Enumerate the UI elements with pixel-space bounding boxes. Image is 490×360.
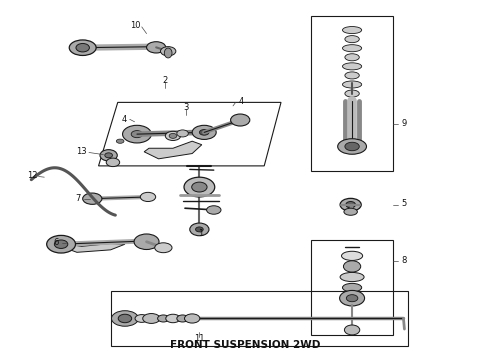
Ellipse shape	[165, 131, 181, 140]
Ellipse shape	[192, 182, 207, 192]
Ellipse shape	[192, 125, 216, 139]
Text: 4: 4	[239, 97, 244, 106]
Ellipse shape	[134, 234, 159, 249]
Ellipse shape	[83, 193, 102, 204]
Ellipse shape	[135, 315, 148, 322]
Ellipse shape	[207, 206, 221, 214]
Ellipse shape	[112, 311, 138, 326]
Ellipse shape	[345, 36, 359, 43]
Ellipse shape	[343, 63, 362, 70]
Text: 1: 1	[198, 229, 203, 238]
Ellipse shape	[161, 47, 176, 56]
Ellipse shape	[106, 158, 120, 167]
Ellipse shape	[346, 294, 358, 302]
Ellipse shape	[143, 314, 160, 323]
Ellipse shape	[338, 139, 367, 154]
Text: 4: 4	[122, 115, 126, 124]
Text: 7: 7	[75, 194, 80, 203]
Ellipse shape	[105, 153, 113, 158]
Ellipse shape	[196, 227, 203, 232]
Bar	[111, 291, 408, 346]
Ellipse shape	[177, 315, 188, 322]
Ellipse shape	[346, 202, 355, 208]
Ellipse shape	[100, 150, 117, 161]
Text: FRONT SUSPENSION 2WD: FRONT SUSPENSION 2WD	[170, 340, 320, 350]
Ellipse shape	[344, 208, 357, 215]
Text: 13: 13	[76, 147, 87, 156]
Ellipse shape	[122, 125, 151, 143]
Ellipse shape	[199, 130, 209, 135]
Polygon shape	[144, 141, 202, 159]
Polygon shape	[67, 243, 125, 252]
Ellipse shape	[345, 54, 359, 61]
Text: 3: 3	[184, 103, 189, 112]
Text: 9: 9	[402, 119, 407, 128]
Ellipse shape	[177, 130, 188, 137]
Ellipse shape	[140, 192, 156, 202]
Ellipse shape	[118, 314, 132, 323]
Ellipse shape	[76, 44, 89, 52]
Text: 10: 10	[130, 21, 141, 30]
Ellipse shape	[169, 134, 177, 138]
Ellipse shape	[343, 261, 361, 272]
Ellipse shape	[340, 273, 364, 282]
Text: 6: 6	[53, 238, 58, 247]
Ellipse shape	[343, 45, 362, 52]
Text: 2: 2	[162, 76, 168, 85]
Ellipse shape	[344, 325, 360, 335]
Bar	[311, 16, 393, 171]
Ellipse shape	[345, 72, 359, 79]
Ellipse shape	[190, 223, 209, 236]
Ellipse shape	[231, 114, 250, 126]
Ellipse shape	[54, 240, 68, 248]
Ellipse shape	[147, 42, 166, 53]
Ellipse shape	[158, 315, 169, 322]
Ellipse shape	[47, 235, 75, 253]
Ellipse shape	[340, 291, 365, 306]
Ellipse shape	[116, 139, 124, 143]
Ellipse shape	[345, 142, 359, 151]
Ellipse shape	[69, 40, 96, 55]
Ellipse shape	[345, 90, 359, 97]
Ellipse shape	[343, 27, 362, 33]
Bar	[311, 240, 393, 335]
Text: 8: 8	[402, 256, 407, 265]
Ellipse shape	[131, 131, 143, 138]
Ellipse shape	[155, 243, 172, 253]
Ellipse shape	[342, 251, 363, 260]
Ellipse shape	[166, 314, 180, 323]
Ellipse shape	[343, 81, 362, 88]
Ellipse shape	[340, 198, 361, 211]
Text: 12: 12	[27, 171, 38, 180]
Text: 11: 11	[194, 334, 205, 343]
Text: 5: 5	[402, 199, 407, 208]
Ellipse shape	[185, 314, 200, 323]
Ellipse shape	[343, 283, 362, 292]
Ellipse shape	[184, 177, 215, 197]
Ellipse shape	[164, 48, 172, 58]
